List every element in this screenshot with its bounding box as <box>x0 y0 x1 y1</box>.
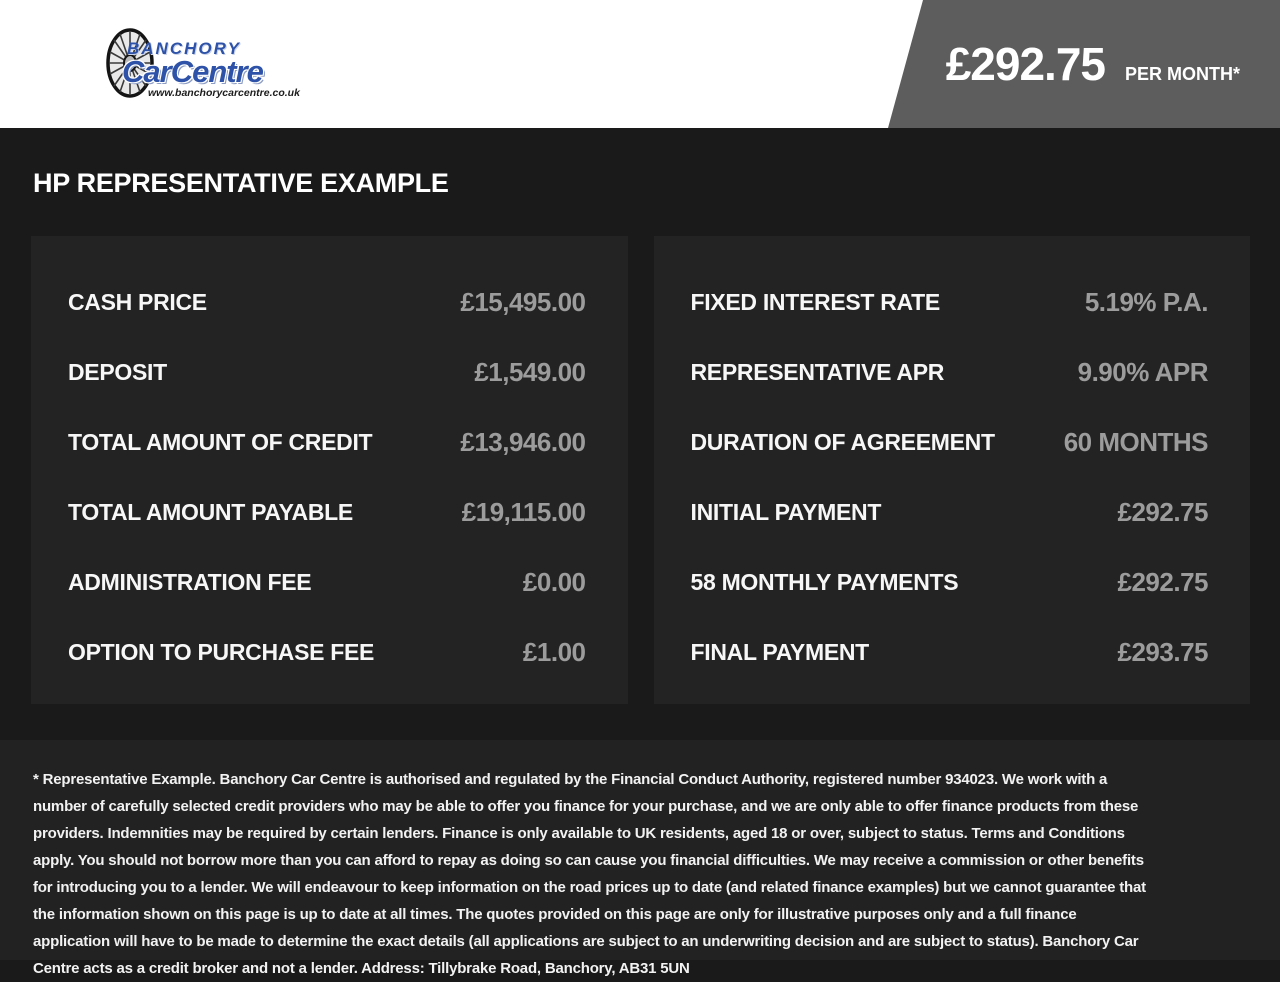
right-finance-panel: FIXED INTEREST RATE 5.19% P.A. REPRESENT… <box>653 236 1250 704</box>
finance-value: 60 MONTHS <box>1063 426 1209 457</box>
finance-label: INITIAL PAYMENT <box>690 498 882 525</box>
legal-disclaimer-text: * Representative Example. Banchory Car C… <box>33 771 1146 977</box>
finance-label: REPRESENTATIVE APR <box>690 358 945 385</box>
finance-value: £1,549.00 <box>474 356 586 387</box>
monthly-price-period: PER MONTH* <box>1124 64 1240 84</box>
finance-value: £0.00 <box>522 566 586 597</box>
finance-value: £292.75 <box>1117 566 1209 597</box>
finance-label: FIXED INTEREST RATE <box>690 288 941 315</box>
price-banner-content: £292.75 PER MONTH* <box>946 37 1240 91</box>
brand-website-url: www.banchorycarcentre.co.uk <box>148 87 300 99</box>
finance-value: £19,115.00 <box>461 496 586 527</box>
page-header: BANCHORY CarCentre www.banchorycarcentre… <box>0 0 1280 128</box>
finance-row-monthly-payments: 58 MONTHLY PAYMENTS £292.75 <box>691 547 1209 617</box>
finance-value: 9.90% APR <box>1077 356 1209 387</box>
finance-value: £13,946.00 <box>460 426 586 457</box>
monthly-price-amount: £292.75 <box>945 38 1106 90</box>
finance-label: TOTAL AMOUNT PAYABLE <box>68 498 353 525</box>
finance-row-admin-fee: ADMINISTRATION FEE £0.00 <box>68 547 586 617</box>
finance-label: OPTION TO PURCHASE FEE <box>68 638 375 665</box>
finance-row-total-payable: TOTAL AMOUNT PAYABLE £19,115.00 <box>68 477 586 547</box>
brand-name-top: BANCHORY <box>127 39 241 58</box>
left-finance-panel: CASH PRICE £15,495.00 DEPOSIT £1,549.00 … <box>31 236 628 704</box>
finance-example-section: HP REPRESENTATIVE EXAMPLE CASH PRICE £15… <box>0 128 1280 740</box>
finance-value: £293.75 <box>1117 636 1209 667</box>
finance-row-option-fee: OPTION TO PURCHASE FEE £1.00 <box>68 617 586 687</box>
finance-value: £15,495.00 <box>460 286 586 317</box>
finance-label: CASH PRICE <box>68 288 207 315</box>
alloy-wheel-icon <box>106 28 154 98</box>
finance-row-deposit: DEPOSIT £1,549.00 <box>68 337 586 407</box>
finance-label: TOTAL AMOUNT OF CREDIT <box>68 428 373 455</box>
finance-panels: CASH PRICE £15,495.00 DEPOSIT £1,549.00 … <box>31 236 1250 704</box>
finance-value: £1.00 <box>522 636 586 667</box>
finance-label: DEPOSIT <box>68 358 167 385</box>
finance-row-duration: DURATION OF AGREEMENT 60 MONTHS <box>691 407 1209 477</box>
finance-label: FINAL PAYMENT <box>690 638 870 665</box>
finance-value: 5.19% P.A. <box>1084 286 1209 317</box>
brand-logo[interactable]: BANCHORY CarCentre www.banchorycarcentre… <box>106 28 300 100</box>
brand-name-main: CarCentre <box>122 54 264 89</box>
legal-footer: * Representative Example. Banchory Car C… <box>0 740 1280 977</box>
finance-row-interest-rate: FIXED INTEREST RATE 5.19% P.A. <box>691 267 1209 337</box>
per-month-price-banner: £292.75 PER MONTH* <box>888 0 1280 128</box>
finance-row-final-payment: FINAL PAYMENT £293.75 <box>691 617 1209 687</box>
finance-label: ADMINISTRATION FEE <box>68 568 312 595</box>
finance-label: DURATION OF AGREEMENT <box>690 428 996 455</box>
finance-row-total-credit: TOTAL AMOUNT OF CREDIT £13,946.00 <box>68 407 586 477</box>
finance-value: £292.75 <box>1117 496 1209 527</box>
finance-row-initial-payment: INITIAL PAYMENT £292.75 <box>691 477 1209 547</box>
finance-label: 58 MONTHLY PAYMENTS <box>690 568 959 595</box>
page-title: HP REPRESENTATIVE EXAMPLE <box>33 168 449 198</box>
finance-row-cash-price: CASH PRICE £15,495.00 <box>68 267 586 337</box>
finance-row-apr: REPRESENTATIVE APR 9.90% APR <box>691 337 1209 407</box>
